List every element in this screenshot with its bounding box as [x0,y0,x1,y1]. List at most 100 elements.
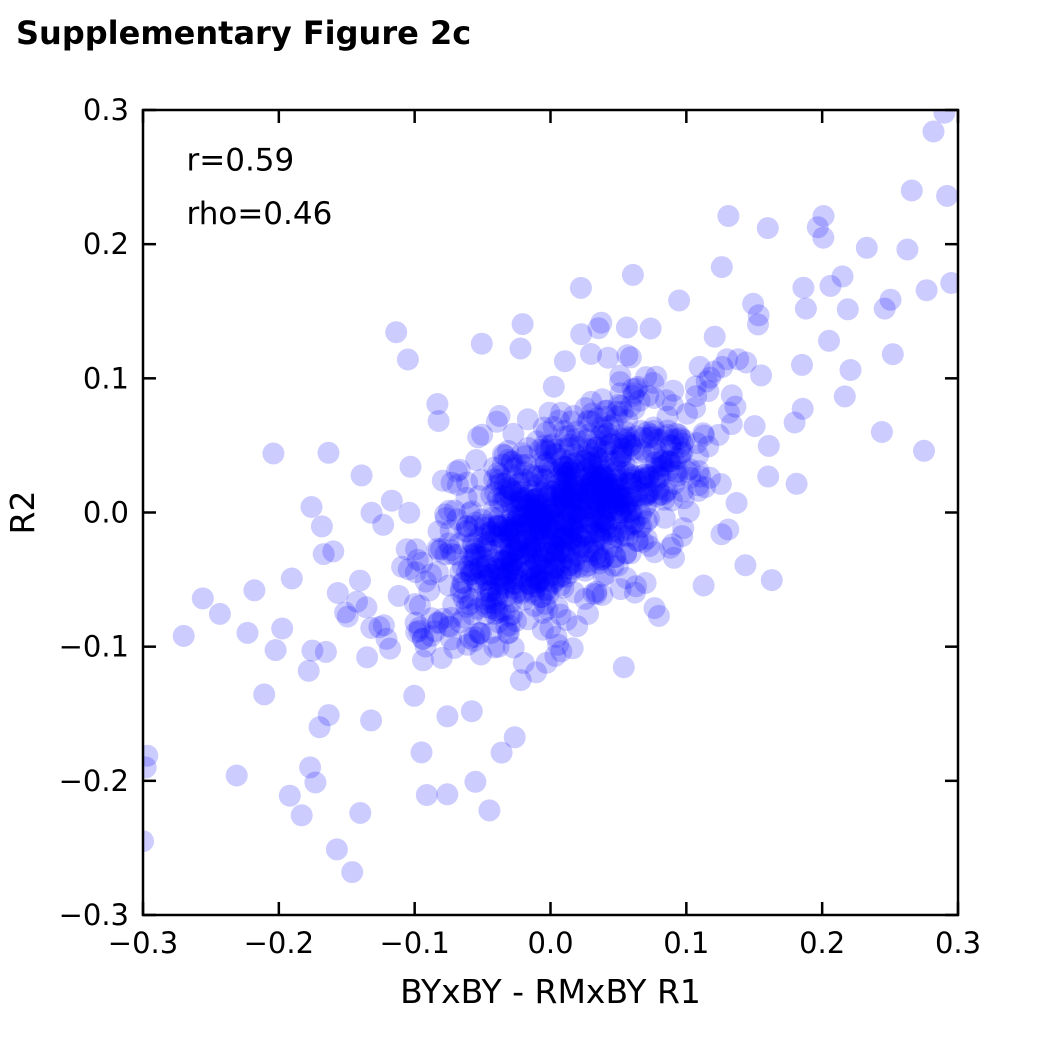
data-point [584,445,607,468]
data-point [507,538,530,561]
data-point [543,535,566,557]
data-point [626,530,649,553]
data-point [536,558,559,581]
data-point [593,516,616,539]
data-point [456,471,479,494]
data-point [496,520,519,542]
data-point [596,422,619,445]
data-point [525,552,548,575]
data-point [577,478,600,501]
data-point [451,571,474,594]
data-point [485,551,508,574]
data-point [561,516,583,539]
data-point [574,397,597,420]
data-point [566,500,589,523]
data-point [525,494,548,516]
data-point [456,515,478,538]
data-point [411,627,434,650]
data-point [438,499,460,522]
data-point [587,490,610,513]
data-point [622,384,645,407]
data-point [404,561,427,584]
data-point [606,477,629,500]
data-point [649,483,671,506]
data-point [594,399,617,422]
data-point [692,574,715,597]
data-point [515,453,538,476]
data-point [670,442,693,465]
data-point [484,592,507,615]
data-point [582,506,605,529]
data-point [262,442,285,465]
data-point [539,437,562,460]
data-point [597,450,620,473]
data-point [594,519,617,542]
data-point [582,513,605,536]
data-point [492,490,515,513]
data-point [317,441,340,464]
data-point [535,499,558,521]
data-point [518,573,541,596]
data-point [503,560,525,583]
data-point [466,597,489,620]
data-point [478,559,501,582]
data-point [521,575,544,598]
data-point [695,370,718,393]
data-point [435,507,457,530]
data-point [505,523,528,546]
data-point [550,551,573,573]
data-point [528,438,551,461]
data-point [547,540,570,563]
data-point [545,443,567,466]
data-point [558,487,581,510]
data-point [310,515,333,538]
data-point [933,110,956,124]
data-point [566,521,589,544]
data-point [562,493,585,516]
data-point [595,513,618,536]
data-point [634,475,657,498]
data-point [657,459,680,482]
data-point [430,538,453,561]
data-point [879,288,902,311]
data-point [538,484,560,507]
data-point [492,549,515,572]
data-point [552,419,575,442]
data-point [475,603,497,626]
data-point [280,567,303,590]
data-point [544,544,567,567]
data-point [521,493,544,515]
data-point [492,485,515,507]
data-point [609,501,632,524]
data-point [599,499,622,522]
data-point [456,560,478,583]
y-tick-label: 0.0 [83,496,129,530]
data-point [486,474,509,496]
data-point [471,508,493,531]
data-point [564,493,587,516]
data-point [561,637,584,660]
data-point [535,551,558,574]
data-point [527,547,550,570]
data-point [791,397,814,420]
data-point [724,395,747,418]
data-point [623,398,646,420]
data-point [727,348,750,371]
data-point [499,527,522,550]
data-point [590,526,613,549]
data-point [672,487,695,510]
data-point [437,532,460,555]
data-point [614,491,637,514]
data-point [450,577,472,600]
data-point [576,550,599,573]
data-point [526,564,548,587]
data-point [913,439,935,462]
data-point [562,480,585,503]
data-point [476,538,498,560]
data-point [522,527,545,550]
data-point [301,639,324,662]
data-point [615,316,638,339]
data-point [812,226,835,249]
data-point [334,601,357,624]
data-point [521,463,544,486]
